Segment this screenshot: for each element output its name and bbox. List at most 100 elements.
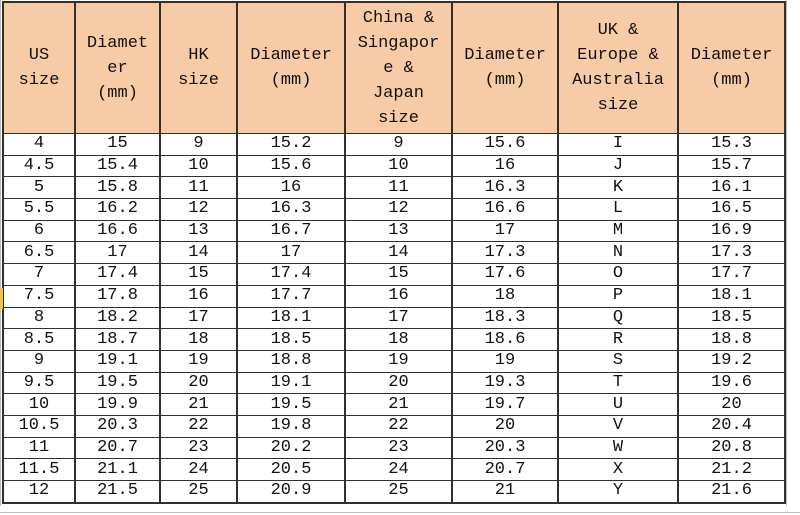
table-cell: 16.6 xyxy=(74,219,161,243)
table-cell: 25 xyxy=(344,479,453,504)
table-row: 5 15.8 11 16 11 16.3 K 16.1 xyxy=(2,176,786,200)
table-cell: 11 xyxy=(2,436,76,460)
table-cell: 16.9 xyxy=(677,219,786,243)
table-cell: 18.5 xyxy=(236,328,346,351)
col-header-label: US size xyxy=(18,46,60,90)
table-cell: 11 xyxy=(159,176,238,200)
table-row: 6 16.6 13 16.7 13 17 M 16.9 xyxy=(2,219,786,243)
table-cell: 19.8 xyxy=(236,414,346,438)
table-cell: 5 xyxy=(2,176,76,200)
table-cell: 21 xyxy=(344,393,453,416)
table-cell: 20.3 xyxy=(451,436,559,460)
table-row: 4.5 15.4 10 15.6 10 16 J 15.7 xyxy=(2,154,786,178)
table-cell: 19 xyxy=(344,349,453,373)
table-cell: 17.4 xyxy=(74,263,161,286)
table-cell: 18.7 xyxy=(74,328,161,351)
table-cell: W xyxy=(557,436,679,460)
table-cell: 16.7 xyxy=(236,219,346,243)
table-cell: 20.4 xyxy=(677,414,786,438)
table-cell: 20 xyxy=(159,371,238,395)
table-row: 11.5 21.1 24 20.5 24 20.7 X 21.2 xyxy=(2,458,786,481)
table-cell: 21 xyxy=(159,393,238,416)
table-cell: 16 xyxy=(451,154,559,178)
table-cell: 20.7 xyxy=(74,436,161,460)
col-header-label: Diameter (mm) xyxy=(690,46,773,90)
col-header-hk-size: HK size xyxy=(159,1,238,134)
table-cell: 20.5 xyxy=(236,458,346,481)
table-cell: 18 xyxy=(451,284,559,308)
table-cell: 18.8 xyxy=(677,328,786,351)
table-cell: 18.6 xyxy=(451,328,559,351)
table-cell: 19.9 xyxy=(74,393,161,416)
table-cell: 20 xyxy=(451,414,559,438)
table-cell: 17.7 xyxy=(236,284,346,308)
table-cell: 16.3 xyxy=(236,198,346,221)
table-body: 4 15 9 15.2 9 15.6 I 15.3 4.5 15.4 10 15.6 10 16 J 15.7… xyxy=(2,133,786,504)
table-cell: 19.2 xyxy=(677,349,786,373)
table-cell: 20 xyxy=(677,393,786,416)
table-cell: 20.2 xyxy=(236,436,346,460)
col-header-uk-europe-australia-size: UK & Europe & Australia size xyxy=(557,1,679,134)
table-cell: 17.8 xyxy=(74,284,161,308)
table-cell: 14 xyxy=(344,241,453,265)
table-cell: 15.6 xyxy=(236,154,346,178)
table-cell: 7 xyxy=(2,263,76,286)
table-row: 8 18.2 17 18.1 17 18.3 Q 18.5 xyxy=(2,306,786,330)
table-cell: 6 xyxy=(2,219,76,243)
table-cell: 19.7 xyxy=(451,393,559,416)
table-header: US size Diamet er (mm) HK size Diameter … xyxy=(2,1,786,134)
table-cell: 23 xyxy=(159,436,238,460)
table-row: 9.5 19.5 20 19.1 20 19.3 T 19.6 xyxy=(2,371,786,395)
table-cell: 17.6 xyxy=(451,263,559,286)
table-cell: 25 xyxy=(159,479,238,504)
table-cell: Y xyxy=(557,479,679,504)
table-cell: 19.5 xyxy=(74,371,161,395)
table-cell: 19 xyxy=(159,349,238,373)
table-cell: 20.9 xyxy=(236,479,346,504)
table-cell: U xyxy=(557,393,679,416)
table-row: 10 19.9 21 19.5 21 19.7 U 20 xyxy=(2,393,786,416)
table-cell: 18 xyxy=(344,328,453,351)
table-cell: 18.1 xyxy=(677,284,786,308)
table-cell: 15 xyxy=(159,263,238,286)
left-gridline xyxy=(0,0,1,506)
table-cell: 10.5 xyxy=(2,414,76,438)
table-cell: 15.8 xyxy=(74,176,161,200)
col-header-label: China & Singapor e & Japan size xyxy=(357,8,440,128)
col-header-diameter-uk: Diameter (mm) xyxy=(677,1,786,134)
table-cell: 19.6 xyxy=(677,371,786,395)
table-cell: 16.3 xyxy=(451,176,559,200)
col-header-label: Diameter (mm) xyxy=(250,46,332,90)
table-cell: 22 xyxy=(159,414,238,438)
table-cell: 17 xyxy=(74,241,161,265)
table-cell: 9 xyxy=(2,349,76,373)
table-cell: 23 xyxy=(344,436,453,460)
table-cell: 4 xyxy=(2,133,76,156)
col-header-diameter-hk: Diameter (mm) xyxy=(236,1,346,134)
table-cell: 12 xyxy=(159,198,238,221)
ring-size-conversion-table: US size Diamet er (mm) HK size Diameter … xyxy=(2,1,786,504)
table-cell: 19.3 xyxy=(451,371,559,395)
col-header-label: Diamet er (mm) xyxy=(86,33,149,103)
table-row: 4 15 9 15.2 9 15.6 I 15.3 xyxy=(2,133,786,156)
table-cell: 16.2 xyxy=(74,198,161,221)
row-highlight-marker xyxy=(0,288,3,309)
table-row: 8.5 18.7 18 18.5 18 18.6 R 18.8 xyxy=(2,328,786,351)
table-cell: 7.5 xyxy=(2,284,76,308)
table-cell: 18.8 xyxy=(236,349,346,373)
table-cell: 22 xyxy=(344,414,453,438)
table-cell: J xyxy=(557,154,679,178)
table-cell: 21 xyxy=(451,479,559,504)
table-cell: 9.5 xyxy=(2,371,76,395)
table-cell: 13 xyxy=(159,219,238,243)
table-cell: 11 xyxy=(344,176,453,200)
table-cell: 21.6 xyxy=(677,479,786,504)
right-gridline xyxy=(786,0,787,506)
table-cell: 17 xyxy=(451,219,559,243)
table-cell: 20 xyxy=(344,371,453,395)
col-header-diameter-us: Diamet er (mm) xyxy=(74,1,161,134)
table-cell: 18 xyxy=(159,328,238,351)
table-cell: N xyxy=(557,241,679,265)
table-cell: 16 xyxy=(159,284,238,308)
table-cell: 17 xyxy=(159,306,238,330)
